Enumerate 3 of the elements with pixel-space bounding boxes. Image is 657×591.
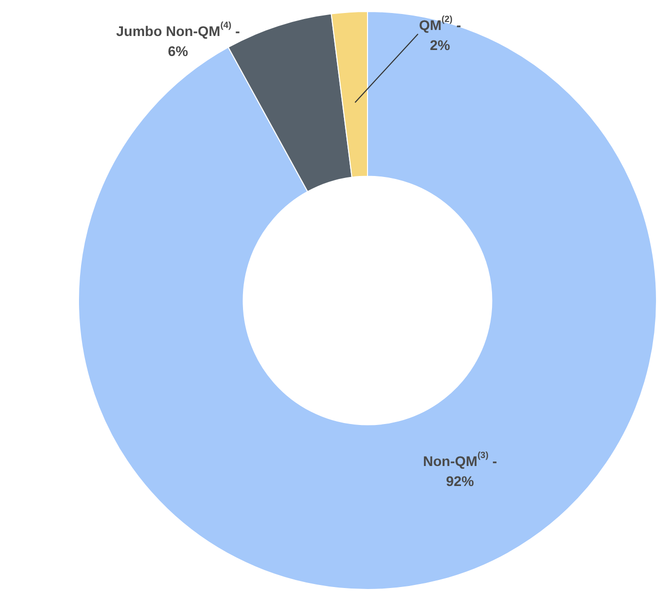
data-label: 2% bbox=[430, 37, 451, 53]
data-label: 6% bbox=[168, 43, 189, 59]
data-label: 92% bbox=[446, 473, 475, 489]
